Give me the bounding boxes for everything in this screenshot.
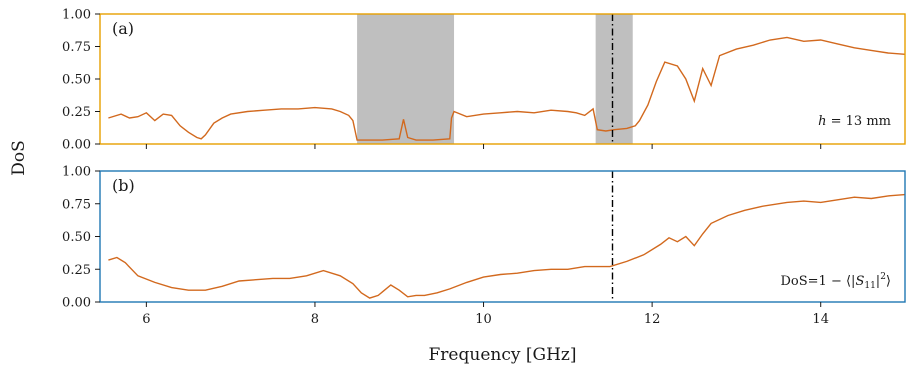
y-axis-label: DoS	[9, 140, 29, 176]
x-tick-label-b-4: 14	[812, 312, 829, 327]
x-ticks-a	[145, 144, 822, 149]
y-tick-label-a-3: 0.75	[62, 40, 91, 55]
y-tick-label-b-1: 0.25	[62, 263, 91, 278]
y-tick-label-a-2: 0.50	[62, 73, 91, 88]
y-tick-label-b-0: 0.00	[62, 296, 91, 311]
y-tick-label-b-3: 0.75	[62, 197, 91, 212]
y-tick-label-a-0: 0.00	[62, 138, 91, 153]
annotation-b-post: |	[876, 274, 880, 289]
panel-label-b: (b)	[112, 176, 135, 195]
y-tick-label-a-1: 0.25	[62, 105, 91, 120]
panel-a: 0.00 0.25 0.50 0.75 1.00 (a) h = 13 mm	[62, 8, 906, 153]
shaded-band-a-0	[357, 14, 455, 144]
annotation-b-sup: 2	[880, 272, 886, 282]
y-ticks-a: 0.00 0.25 0.50 0.75 1.00	[62, 8, 100, 153]
y-ticks-b: 0.00 0.25 0.50 0.75 1.00	[62, 165, 100, 311]
x-ticks-b: 6 8 10 12 14	[142, 302, 829, 327]
annotation-a-var: h	[818, 114, 826, 129]
x-axis-label: Frequency [GHz]	[429, 345, 577, 365]
x-tick-label-b-0: 6	[142, 312, 150, 327]
x-tick-label-b-2: 10	[475, 312, 492, 327]
y-tick-label-a-4: 1.00	[62, 8, 91, 23]
panel-label-a: (a)	[112, 19, 134, 38]
dos-line-b	[108, 193, 906, 299]
annotation-b: DoS=1 − ⟨|S11|2⟩	[781, 272, 892, 291]
y-tick-label-b-4: 1.00	[62, 165, 91, 180]
panel-b: 0.00 0.25 0.50 0.75 1.00 6 8 10 12 14 (b) DoS=1 …	[62, 165, 906, 327]
dos-line-a	[108, 36, 906, 141]
annotation-a-rest: = 13 mm	[827, 114, 892, 129]
annotation-b-sub: 11	[864, 281, 875, 291]
shaded-band-a-1	[595, 14, 633, 144]
annotation-b-var: S	[855, 274, 864, 289]
x-tick-label-b-3: 12	[644, 312, 661, 327]
annotation-b-pre: DoS=1 − ⟨|	[781, 274, 856, 289]
annotation-a: h = 13 mm	[818, 114, 891, 129]
shaded-bands-a	[357, 14, 633, 144]
y-tick-label-b-2: 0.50	[62, 230, 91, 245]
x-tick-label-b-1: 8	[311, 312, 319, 327]
annotation-b-end: ⟩	[886, 274, 891, 289]
axes-frame-a	[99, 13, 906, 145]
